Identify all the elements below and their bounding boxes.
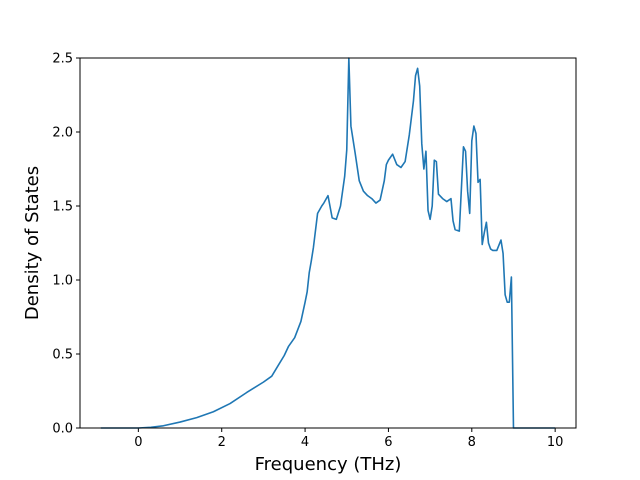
y-tick-label: 2.5	[52, 52, 73, 67]
x-tick-label: 4	[301, 435, 309, 450]
series-layer	[100, 57, 556, 429]
y-tick-label: 0.5	[52, 348, 73, 363]
x-tick-label: 6	[384, 435, 392, 450]
x-tick-label: 8	[468, 435, 476, 450]
x-tick-label: 10	[547, 435, 564, 450]
x-tick-label: 0	[134, 435, 142, 450]
plot-frame	[79, 57, 577, 429]
y-axis-ticks: 0.0 0.5 1.0 1.5 2.0 2.5	[52, 52, 80, 437]
x-axis-ticks: 0 2 4 6 8 10	[134, 428, 563, 450]
y-tick-label: 1.0	[52, 274, 73, 289]
x-tick-label: 2	[218, 435, 226, 450]
y-tick-label: 2.0	[52, 126, 73, 141]
y-tick-label: 0.0	[52, 422, 73, 437]
plot-background	[80, 58, 576, 428]
y-axis-label: Density of States	[22, 166, 43, 320]
x-axis-label: Frequency (THz)	[255, 454, 402, 475]
dos-series-line	[100, 57, 556, 429]
y-tick-label: 1.5	[52, 200, 73, 215]
